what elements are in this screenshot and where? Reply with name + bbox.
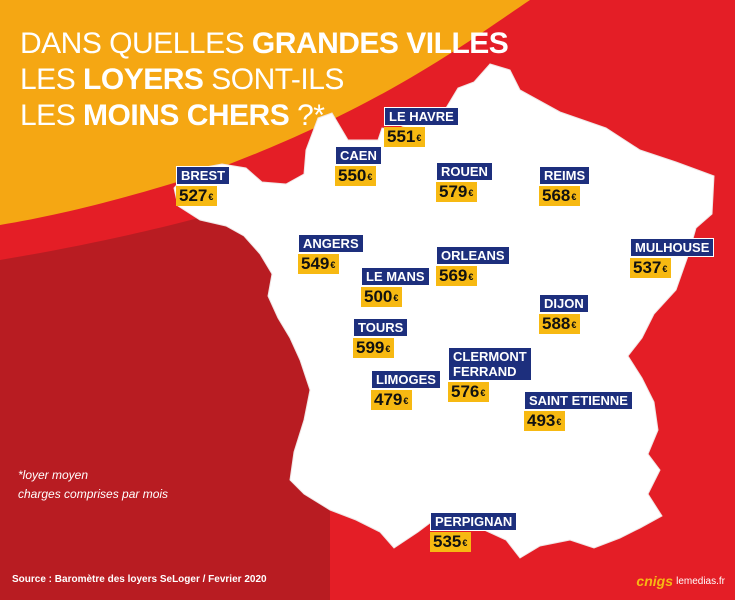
city-price: 535€	[430, 532, 472, 552]
city-name: CLERMONT FERRAND	[448, 347, 532, 381]
price-value: 576	[451, 382, 480, 401]
city-name: REIMS	[539, 166, 591, 185]
city-tours: TOURS 599€	[353, 318, 409, 358]
city-clermont-ferrand: CLERMONT FERRAND 576€	[448, 347, 532, 402]
city-name: ANGERS	[298, 234, 364, 253]
price-value: 537	[633, 258, 662, 277]
euro-sign: €	[330, 260, 336, 270]
city-angers: ANGERS 549€	[298, 234, 364, 274]
city-orleans: ORLEANS 569€	[436, 246, 510, 286]
city-name-line: CLERMONT	[453, 349, 527, 364]
euro-sign: €	[367, 172, 373, 182]
city-le-havre: LE HAVRE 551€	[384, 107, 459, 147]
city-limoges: LIMOGES 479€	[371, 370, 441, 410]
headline-text: DANS QUELLES	[20, 27, 252, 60]
euro-sign: €	[480, 388, 486, 398]
city-price: 569€	[436, 266, 478, 286]
city-price: 568€	[539, 186, 581, 206]
city-reims: REIMS 568€	[539, 166, 591, 206]
euro-sign: €	[416, 133, 422, 143]
price-value: 500	[364, 287, 393, 306]
footnote-line: *loyer moyen	[18, 468, 89, 482]
city-price: 537€	[630, 258, 672, 278]
city-mulhouse: MULHOUSE 537€	[630, 238, 715, 278]
euro-sign: €	[556, 417, 562, 427]
headline: DANS QUELLES GRANDES VILLES LES LOYERS S…	[20, 26, 509, 134]
city-name: CAEN	[335, 146, 382, 165]
city-brest: BREST 527€	[176, 166, 231, 206]
city-name: ORLEANS	[436, 246, 510, 265]
price-value: 549	[301, 254, 330, 273]
city-name: TOURS	[353, 318, 409, 337]
city-name: LE HAVRE	[384, 107, 459, 126]
city-name: BREST	[176, 166, 231, 185]
city-name: DIJON	[539, 294, 589, 313]
euro-sign: €	[403, 396, 409, 406]
city-name: LIMOGES	[371, 370, 441, 389]
city-price: 551€	[384, 127, 426, 147]
city-name: MULHOUSE	[630, 238, 715, 257]
city-le-mans: LE MANS 500€	[361, 267, 430, 307]
price-value: 493	[527, 411, 556, 430]
price-value: 551	[387, 127, 416, 146]
city-perpignan: PERPIGNAN 535€	[430, 512, 518, 552]
price-value: 579	[439, 182, 468, 201]
euro-sign: €	[468, 272, 474, 282]
city-saint-etienne: SAINT ETIENNE 493€	[524, 391, 633, 431]
footnote: *loyer moyen charges comprises par mois	[18, 466, 168, 504]
price-value: 568	[542, 186, 571, 205]
euro-sign: €	[571, 320, 577, 330]
headline-bold-text: LOYERS	[83, 63, 204, 96]
city-price: 588€	[539, 314, 581, 334]
euro-sign: €	[662, 264, 668, 274]
source-credit: Source : Baromètre des loyers SeLoger / …	[12, 574, 267, 585]
euro-sign: €	[393, 293, 399, 303]
euro-sign: €	[462, 538, 468, 548]
city-name: PERPIGNAN	[430, 512, 518, 531]
price-value: 535	[433, 532, 462, 551]
city-price: 493€	[524, 411, 566, 431]
headline-line-1: DANS QUELLES GRANDES VILLES	[20, 26, 509, 62]
publisher-logo: cnigs	[636, 573, 673, 589]
price-value: 479	[374, 390, 403, 409]
city-price: 579€	[436, 182, 478, 202]
city-price: 500€	[361, 287, 403, 307]
headline-text: LES	[20, 63, 84, 96]
price-value: 527	[179, 186, 208, 205]
city-price: 550€	[335, 166, 377, 186]
price-value: 588	[542, 314, 571, 333]
euro-sign: €	[208, 192, 214, 202]
city-name: SAINT ETIENNE	[524, 391, 633, 410]
city-name: ROUEN	[436, 162, 493, 181]
city-rouen: ROUEN 579€	[436, 162, 493, 202]
city-price: 599€	[353, 338, 395, 358]
euro-sign: €	[385, 344, 391, 354]
city-dijon: DIJON 588€	[539, 294, 589, 334]
city-name: LE MANS	[361, 267, 430, 286]
headline-bold-text: GRANDES VILLES	[251, 27, 509, 60]
headline-bold-text: MOINS CHERS	[83, 99, 290, 132]
price-value: 550	[338, 166, 367, 185]
headline-text: SONT-ILS	[203, 63, 344, 96]
publisher-url: lemedias.fr	[676, 576, 725, 587]
headline-text: LES	[20, 99, 84, 132]
price-value: 599	[356, 338, 385, 357]
city-name-line: FERRAND	[453, 364, 517, 379]
city-caen: CAEN 550€	[335, 146, 382, 186]
city-price: 576€	[448, 382, 490, 402]
euro-sign: €	[571, 192, 577, 202]
headline-line-2: LES LOYERS SONT-ILS	[20, 62, 508, 98]
city-price: 549€	[298, 254, 340, 274]
price-value: 569	[439, 266, 468, 285]
headline-line-3: LES MOINS CHERS ?*	[20, 98, 508, 134]
city-price: 527€	[176, 186, 218, 206]
city-price: 479€	[371, 390, 413, 410]
headline-text: ?*	[289, 99, 325, 132]
euro-sign: €	[468, 188, 474, 198]
footnote-line: charges comprises par mois	[18, 487, 169, 501]
